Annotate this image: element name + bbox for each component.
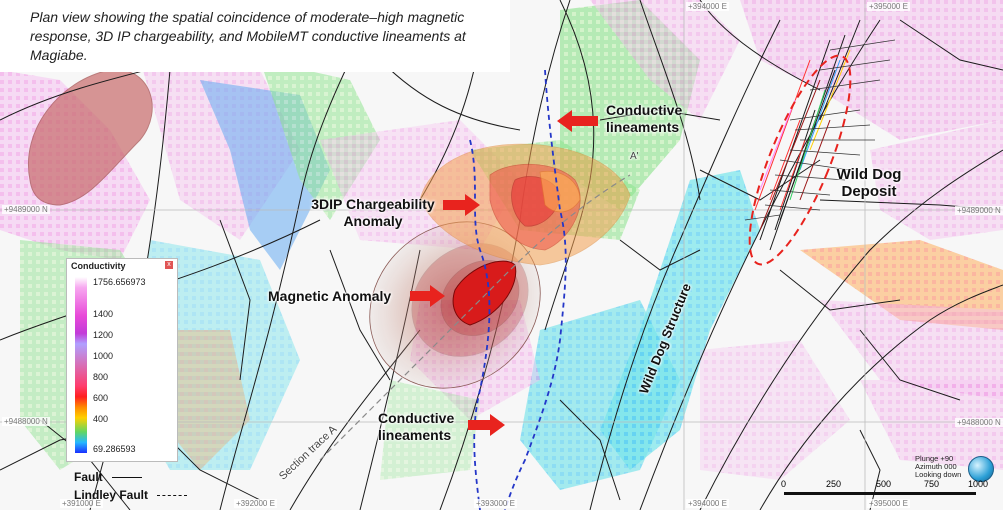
conductive-lineament-lines — [469, 69, 567, 510]
coord-north-2: +9488000 N — [2, 417, 50, 426]
plunge-text: Plunge +90 — [915, 454, 954, 463]
looking-text: Looking down — [915, 470, 962, 479]
legend-tick: 600 — [93, 393, 109, 403]
section-trace-line — [319, 174, 631, 461]
coord-north-1: +9489000 N — [2, 205, 50, 214]
arrow-chargeability — [443, 194, 480, 216]
fault-legend-label: Fault — [74, 470, 103, 484]
coord-east-bottom-3: +393000 E — [474, 499, 517, 508]
scale-tick-label: 500 — [876, 479, 892, 489]
label-3dip-chargeability: 3DIP Chargeability Anomaly — [311, 196, 435, 229]
lindley-fault-legend-label: Lindley Fault — [74, 488, 149, 502]
legend-tick: 1400 — [93, 309, 114, 319]
chargeability-anomaly — [419, 143, 631, 266]
legend-tick: 1000 — [93, 351, 114, 361]
legend-close-icon[interactable]: x — [165, 261, 173, 269]
wild-dog-deposit-outline — [748, 54, 852, 266]
scale-tick-label: 750 — [924, 479, 940, 489]
callout-arrows — [410, 110, 598, 436]
anomaly-body-northwest — [28, 69, 153, 206]
label-section-end: A' — [630, 151, 639, 162]
arrow-magnetic — [410, 285, 445, 307]
scale-bar: 0 250 500 750 1000 — [778, 476, 993, 506]
label-magnetic-anomaly: Magnetic Anomaly — [268, 288, 392, 304]
scale-tick-label: 250 — [826, 479, 842, 489]
wild-dog-drillhole-fan — [744, 39, 896, 221]
scale-bar-line — [784, 492, 976, 495]
coord-east-top-1: +394000 E — [686, 2, 729, 11]
coord-east-bottom-1: +391000 E — [60, 499, 103, 508]
lindley-fault-legend-item: Lindley Fault — [74, 488, 188, 502]
orientation-globe-icon[interactable] — [968, 456, 994, 482]
magnetic-anomaly-shells — [369, 221, 541, 389]
coord-east-bottom-2: +392000 E — [234, 499, 277, 508]
legend-tick: 69.286593 — [93, 444, 136, 454]
arrow-conductive-bottom — [468, 414, 505, 436]
legend-tick: 800 — [93, 372, 109, 382]
wild-dog-drillholes — [754, 19, 861, 251]
coord-east-bottom-5: +395000 E — [867, 499, 910, 508]
scale-tick-label: 1000 — [968, 479, 989, 489]
fault-legend-item: Fault — [74, 470, 143, 484]
magnetic-anomaly-core — [452, 260, 517, 326]
view-orientation: Plunge +90 Azimuth 000 Looking down — [915, 455, 961, 479]
coord-east-bottom-4: +394000 E — [686, 499, 729, 508]
conductivity-legend: Conductivity x 1756.656973 1400 1200 100… — [66, 258, 178, 462]
azimuth-text: Azimuth 000 — [915, 462, 957, 471]
conductivity-color-ramp — [75, 277, 87, 453]
label-wild-dog-deposit: Wild Dog Deposit — [836, 166, 902, 200]
coord-north-1-right: +9489000 N — [955, 206, 1003, 215]
legend-tick: 400 — [93, 414, 109, 424]
coord-east-top-2: +395000 E — [867, 2, 910, 11]
legend-tick: 1756.656973 — [93, 277, 146, 287]
fault-line-icon — [112, 477, 143, 479]
lindley-fault-line-icon — [157, 495, 188, 497]
label-conductive-lineaments-top: Conductive lineaments — [606, 102, 683, 135]
arrow-conductive-top — [557, 110, 598, 132]
label-conductive-lineaments-bottom: Conductive lineaments — [378, 410, 455, 443]
figure-caption: Plan view showing the spatial coincidenc… — [0, 0, 510, 72]
coord-north-2-right: +9488000 N — [955, 418, 1003, 427]
legend-tick: 1200 — [93, 330, 114, 340]
scale-tick-label: 0 — [781, 479, 787, 489]
legend-title: Conductivity — [71, 261, 126, 271]
